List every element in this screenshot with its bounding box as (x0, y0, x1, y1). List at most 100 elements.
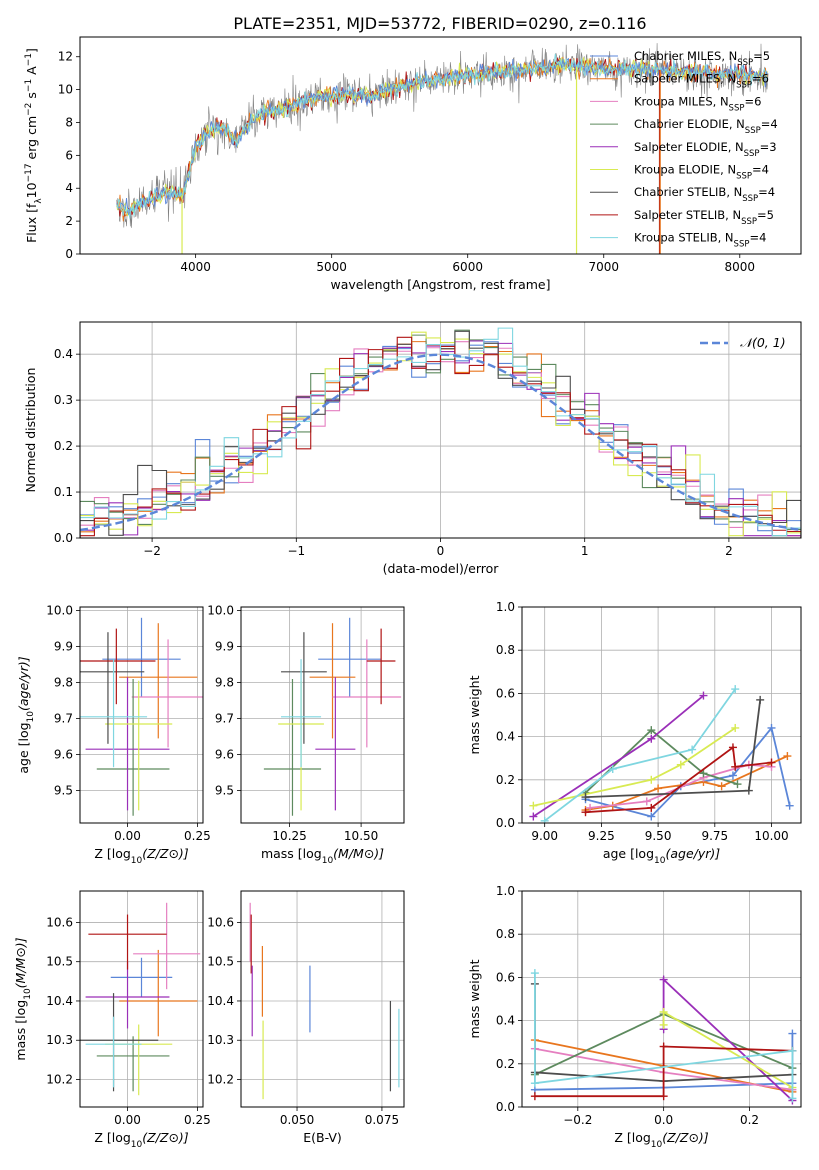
tick-label-y: 0.6 (496, 686, 515, 700)
axis-label-subscript: 10 (654, 856, 666, 866)
axis-label-part: Z [log (94, 846, 130, 861)
weight-series-marker (676, 760, 685, 769)
tick-label-y: 10.6 (46, 915, 73, 929)
axis-label-part: age [log (16, 722, 31, 773)
weight_vs_age-axes: 9.00 9.25 9.50 9.75 10.00 0.0 0.2 0.4 0.6 0.8 1.0 a… (467, 600, 801, 866)
legend-nssp: =5 (753, 49, 770, 63)
y-label-part: erg cm (24, 116, 39, 164)
legend-label: Salpeter MILES, NSSP=6 (634, 72, 769, 91)
tick-label-x: 10.00 (754, 829, 788, 843)
axis-label-part: Z [log (94, 1130, 130, 1145)
data-point (315, 677, 356, 811)
tick-label-y: 2 (65, 214, 73, 228)
weight-series-marker (733, 780, 742, 789)
legend-subscript: SSP (741, 217, 757, 227)
tick-label-x: 0.00 (114, 1113, 141, 1127)
spectrum-axes: 4000 5000 6000 7000 8000 0 2 4 6 8 10 12 wavelength … (58, 50, 755, 292)
y-label-part: 10 (24, 182, 39, 198)
axis-label-part: mass [log (13, 1000, 28, 1061)
spectrum-legend: Chabrier MILES, NSSP=5 Salpeter MILES, NS… (590, 49, 778, 250)
weight-series-marker (728, 771, 737, 780)
weight-series-marker (728, 743, 737, 752)
x-axis-label: E(B-V) (303, 1130, 342, 1145)
data-point (119, 949, 198, 1037)
tick-label-x: 9.75 (701, 829, 728, 843)
y-label-part: −2 (24, 103, 34, 116)
tick-label-x: 10.50 (344, 829, 378, 843)
weight-series-marker (647, 775, 656, 784)
weight-series-marker (783, 752, 792, 761)
tick-label-y: 0.0 (496, 1100, 515, 1114)
legend-name: Kroupa MILES, N (634, 94, 729, 108)
tick-label-y: 9.6 (54, 748, 73, 762)
tick-label-x: 5000 (316, 260, 347, 274)
weight-series-marker (788, 1094, 797, 1103)
data-point (318, 617, 382, 697)
y-label-part: λ (34, 198, 44, 204)
tick-label-y: 9.7 (215, 712, 234, 726)
x-axis-label: Z [log10(Z/Z⊙)] (614, 1130, 708, 1150)
weight-series-marker (756, 695, 765, 704)
x-axis-label: (data-model)/error (383, 561, 500, 576)
tick-label-y: 10.4 (46, 994, 73, 1008)
legend-label: 𝒩(0, 1) (740, 335, 786, 350)
legend-label: Kroupa STELIB, NSSP=4 (634, 231, 766, 250)
axis-label-part: (Z/Z⊙)] (142, 1130, 189, 1145)
tick-label-x: 1 (581, 544, 589, 558)
tick-label-x: 0.050 (280, 1113, 314, 1127)
tick-label-y: 0.2 (54, 439, 73, 453)
weight-series-marker (659, 1020, 668, 1029)
weight-series-line (544, 688, 736, 822)
weight-series-marker (767, 723, 776, 732)
axis-label-part: (Z/Z⊙)] (142, 846, 189, 861)
weight-series-marker (529, 812, 538, 821)
tick-label-y: 9.5 (54, 784, 73, 798)
tick-label-y: 1.0 (496, 884, 515, 898)
weight-series-line (585, 726, 791, 818)
data-point (85, 961, 170, 1029)
legend-label: Chabrier MILES, NSSP=5 (634, 49, 770, 68)
y-axis-label: mass [log10(M/M⊙)] (13, 937, 33, 1060)
weight-series-marker (586, 803, 595, 812)
data-point (366, 628, 396, 705)
tick-label-y: 0.2 (496, 1057, 515, 1071)
tick-label-x: 9.25 (588, 829, 615, 843)
tick-label-x: 0.00 (114, 829, 141, 843)
tick-label-x: 10.25 (272, 829, 306, 843)
legend-name: Chabrier ELODIE, N (634, 117, 745, 131)
data-point (133, 902, 201, 990)
weight-series-marker (647, 734, 656, 743)
weight-series-marker (699, 769, 708, 778)
mass_vs_Z-frame (79, 890, 204, 1108)
data-point (309, 623, 356, 739)
data-point (85, 677, 170, 811)
tick-label-x: −2 (143, 544, 161, 558)
weight-series-marker (530, 969, 539, 978)
legend-subscript: SSP (742, 194, 758, 204)
weight_vs_Z-frame (521, 890, 802, 1108)
tick-label-x: 8000 (725, 260, 756, 274)
x-axis-label: wavelength [Angstrom, rest frame] (330, 277, 550, 292)
axis-label-part: age [log (603, 846, 654, 861)
tick-label-y: 0.8 (496, 643, 515, 657)
y-label-part: Flux [f (24, 203, 39, 243)
weight-series-marker (608, 765, 617, 773)
tick-label-x: 0.0 (654, 1113, 673, 1127)
legend-subscript: SSP (745, 126, 761, 136)
tick-label-y: 10.0 (207, 604, 234, 618)
data-point (85, 1016, 142, 1088)
age_vs_mass-axes: 10.25 10.50 9.5 9.6 9.7 9.8 9.9 10.0 mass [log10… (207, 604, 404, 866)
tick-label-x: 0.25 (184, 829, 211, 843)
legend-name: Kroupa STELIB, N (634, 231, 734, 245)
weight-series-marker (540, 816, 549, 823)
data-point (281, 659, 322, 768)
mass_vs_ebv-axes: 0.050 0.075 10.2 10.3 10.4 10.5 10.6 E(B-V) (207, 891, 404, 1145)
weight-series-marker (530, 1092, 539, 1101)
y-axis-label: age [log10(age/yr)] (16, 656, 36, 773)
histogram-series (80, 327, 801, 538)
legend-name: Salpeter STELIB, N (634, 208, 741, 222)
x-axis-label: age [log10(age/yr)] (603, 846, 720, 866)
normal-curve (80, 353, 801, 532)
histogram-frame (79, 321, 802, 539)
